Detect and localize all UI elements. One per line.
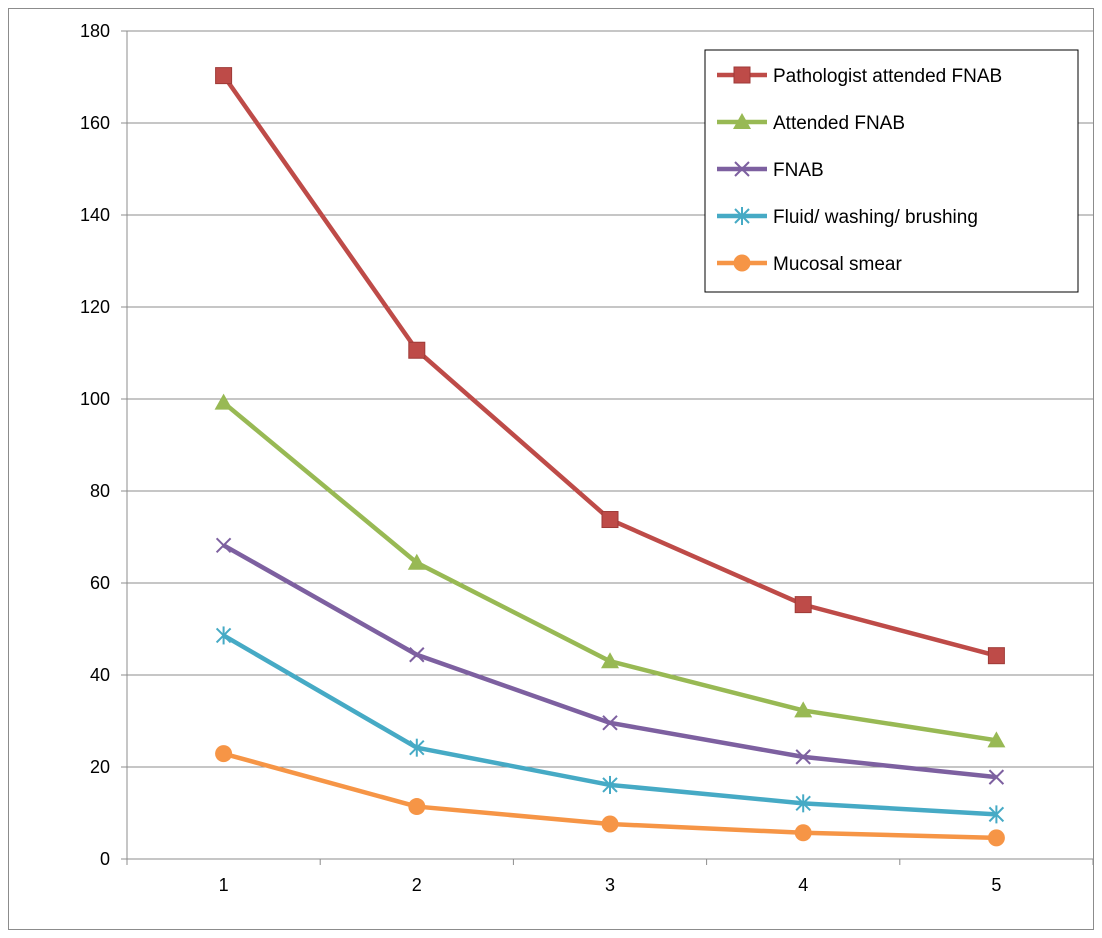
- legend-item: Attended FNAB: [717, 113, 905, 134]
- legend-box: [704, 49, 1079, 293]
- data-point: [215, 626, 232, 645]
- y-tick-label: 40: [90, 665, 110, 685]
- y-tick-label: 100: [80, 389, 110, 409]
- data-point: [987, 829, 1005, 847]
- data-point: [215, 67, 233, 85]
- data-point: [215, 537, 232, 553]
- legend-item: Pathologist attended FNAB: [717, 66, 1002, 87]
- data-point: [795, 749, 811, 765]
- legend-label: Pathologist attended FNAB: [773, 66, 1002, 87]
- x-tick-label: 5: [991, 875, 1001, 895]
- y-tick-label: 0: [100, 849, 110, 869]
- data-point: [409, 647, 425, 663]
- x-tick-label: 1: [219, 875, 229, 895]
- legend-marker: [733, 66, 751, 84]
- data-point: [215, 745, 233, 763]
- data-point: [409, 738, 425, 757]
- data-point: [987, 731, 1006, 748]
- y-tick-label: 120: [80, 297, 110, 317]
- data-point: [601, 815, 619, 833]
- data-point: [795, 794, 811, 813]
- series-2: [215, 537, 1005, 785]
- legend-item: FNAB: [717, 160, 824, 181]
- legend-label: FNAB: [773, 160, 824, 181]
- x-tick-label: 3: [605, 875, 615, 895]
- legend-marker: [734, 161, 750, 177]
- legend-marker: [733, 254, 751, 272]
- data-point: [214, 393, 233, 410]
- data-point: [601, 652, 619, 669]
- x-tick-label: 2: [412, 875, 422, 895]
- data-point: [988, 805, 1005, 824]
- data-point: [602, 775, 618, 794]
- x-tick-labels: 1 2 3 4 5: [219, 875, 1002, 895]
- y-tick-label: 160: [80, 113, 110, 133]
- data-point: [602, 715, 618, 731]
- series-line: [222, 400, 997, 743]
- data-point: [987, 647, 1005, 665]
- legend: Pathologist attended FNAB Attended FNAB FN…: [704, 49, 1079, 293]
- legend-marker: [734, 207, 750, 225]
- series-lines: [214, 67, 1006, 847]
- x-tick-label: 4: [798, 875, 808, 895]
- data-point: [408, 341, 426, 359]
- y-tick-label: 20: [90, 757, 110, 777]
- series-4: [215, 745, 1005, 847]
- series-3: [215, 626, 1005, 824]
- data-point: [988, 769, 1005, 785]
- data-point: [794, 824, 812, 842]
- y-tick-labels: 0 20 40 60 80 100 120 140 160 180: [80, 21, 110, 869]
- legend-label: Attended FNAB: [773, 113, 905, 134]
- data-point: [407, 553, 426, 570]
- data-point: [601, 511, 619, 529]
- series-0: [215, 67, 1005, 665]
- data-point: [794, 701, 813, 718]
- y-tick-label: 60: [90, 573, 110, 593]
- legend-item: Mucosal smear: [717, 254, 902, 275]
- series-1: [214, 393, 1006, 748]
- legend-label: Mucosal smear: [773, 254, 902, 275]
- y-tick-label: 140: [80, 205, 110, 225]
- data-point: [408, 798, 426, 816]
- legend-marker: [733, 113, 751, 129]
- axes: [126, 31, 1093, 860]
- legend-label: Fluid/ washing/ brushing: [773, 207, 978, 228]
- legend-item: Fluid/ washing/ brushing: [717, 207, 978, 228]
- data-point: [794, 596, 812, 614]
- y-tick-label: 180: [80, 21, 110, 41]
- y-tick-label: 80: [90, 481, 110, 501]
